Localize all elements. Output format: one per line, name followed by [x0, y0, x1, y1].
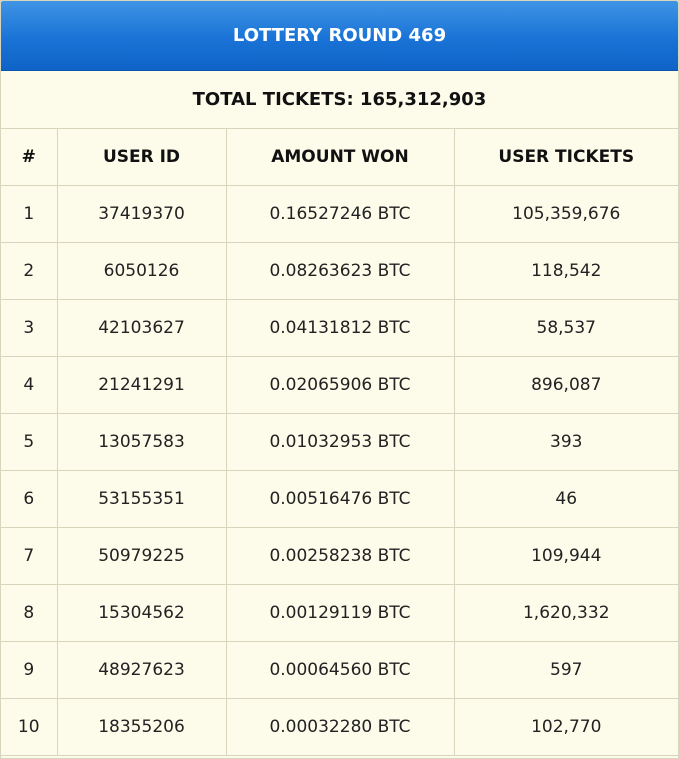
user-tickets-cell: 102,770: [454, 698, 678, 756]
table-row: 3 42103627 0.04131812 BTC 58,537: [1, 299, 678, 357]
amount-won-cell: 0.00129119 BTC: [226, 584, 455, 642]
rank-cell: 4: [1, 356, 58, 414]
table-row: 1 37419370 0.16527246 BTC 105,359,676: [1, 185, 678, 243]
amount-won-cell: 0.04131812 BTC: [226, 299, 455, 357]
user-tickets-cell: 105,359,676: [454, 185, 678, 243]
amount-won-cell: 0.00258238 BTC: [226, 527, 455, 585]
rank-cell: 7: [1, 527, 58, 585]
user-tickets-cell: 118,542: [454, 242, 678, 300]
lottery-round-header: LOTTERY ROUND 469: [1, 1, 678, 71]
user-tickets-cell: 597: [454, 641, 678, 699]
amount-won-cell: 0.00064560 BTC: [226, 641, 455, 699]
amount-won-cell: 0.02065906 BTC: [226, 356, 455, 414]
rank-cell: 9: [1, 641, 58, 699]
rank-cell: 5: [1, 413, 58, 471]
column-header-user-tickets: USER TICKETS: [454, 129, 678, 186]
table-row: 10 18355206 0.00032280 BTC 102,770: [1, 698, 678, 756]
rank-cell: 2: [1, 242, 58, 300]
user-tickets-cell: 1,620,332: [454, 584, 678, 642]
user-tickets-cell: 46: [454, 470, 678, 528]
column-header-user-id: USER ID: [57, 129, 227, 186]
winners-table: # USER ID AMOUNT WON USER TICKETS 1 3741…: [1, 129, 678, 756]
amount-won-cell: 0.16527246 BTC: [226, 185, 455, 243]
column-header-amount-won: AMOUNT WON: [226, 129, 455, 186]
table-header-row: # USER ID AMOUNT WON USER TICKETS: [1, 129, 678, 186]
table-row: 7 50979225 0.00258238 BTC 109,944: [1, 527, 678, 585]
table-row: 2 6050126 0.08263623 BTC 118,542: [1, 242, 678, 300]
user-id-cell: 50979225: [57, 527, 227, 585]
lottery-round-title: LOTTERY ROUND 469: [232, 25, 447, 46]
user-id-cell: 6050126: [57, 242, 227, 300]
table-row: 5 13057583 0.01032953 BTC 393: [1, 413, 678, 471]
amount-won-cell: 0.00516476 BTC: [226, 470, 455, 528]
rank-cell: 3: [1, 299, 58, 357]
user-id-cell: 53155351: [57, 470, 227, 528]
user-tickets-cell: 393: [454, 413, 678, 471]
user-tickets-cell: 58,537: [454, 299, 678, 357]
rank-cell: 1: [1, 185, 58, 243]
user-id-cell: 48927623: [57, 641, 227, 699]
user-tickets-cell: 896,087: [454, 356, 678, 414]
total-tickets-text: TOTAL TICKETS: 165,312,903: [192, 89, 487, 110]
user-tickets-cell: 109,944: [454, 527, 678, 585]
user-id-cell: 18355206: [57, 698, 227, 756]
user-id-cell: 13057583: [57, 413, 227, 471]
table-row: 4 21241291 0.02065906 BTC 896,087: [1, 356, 678, 414]
amount-won-cell: 0.08263623 BTC: [226, 242, 455, 300]
user-id-cell: 21241291: [57, 356, 227, 414]
column-header-rank: #: [1, 129, 58, 186]
table-row: 6 53155351 0.00516476 BTC 46: [1, 470, 678, 528]
rank-cell: 6: [1, 470, 58, 528]
rank-cell: 8: [1, 584, 58, 642]
table-row: 9 48927623 0.00064560 BTC 597: [1, 641, 678, 699]
amount-won-cell: 0.01032953 BTC: [226, 413, 455, 471]
total-tickets-bar: TOTAL TICKETS: 165,312,903: [1, 71, 678, 129]
amount-won-cell: 0.00032280 BTC: [226, 698, 455, 756]
rank-cell: 10: [1, 698, 58, 756]
table-row: 8 15304562 0.00129119 BTC 1,620,332: [1, 584, 678, 642]
user-id-cell: 15304562: [57, 584, 227, 642]
user-id-cell: 37419370: [57, 185, 227, 243]
user-id-cell: 42103627: [57, 299, 227, 357]
